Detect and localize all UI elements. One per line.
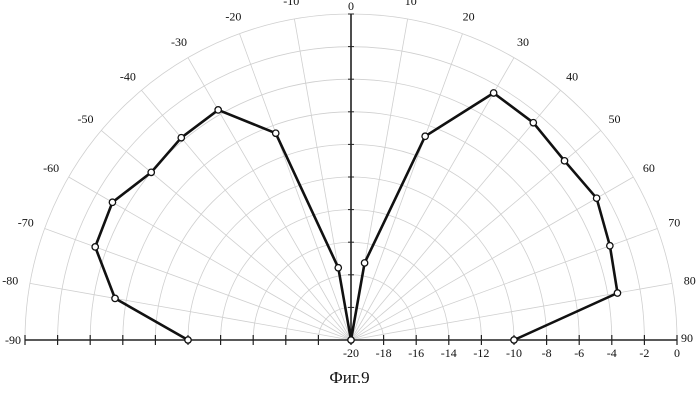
angle-tick-label: 50: [609, 112, 621, 126]
angle-tick-label: -10: [283, 0, 299, 8]
angle-tick-label: -70: [18, 215, 34, 229]
data-point: [148, 169, 154, 175]
angle-tick-label: 20: [463, 10, 475, 24]
radial-tick-label: 0: [674, 346, 680, 360]
radial-tick-label: -2: [639, 346, 649, 360]
angle-tick-label: -20: [225, 10, 241, 24]
grid-spoke: [188, 58, 351, 340]
data-point: [422, 133, 428, 139]
angle-tick-label: 80: [684, 273, 696, 287]
data-point: [178, 135, 184, 141]
radial-tick-label: -8: [542, 346, 552, 360]
angle-tick-label: 90: [681, 331, 693, 345]
angle-tick-label: -80: [2, 273, 18, 287]
data-point: [273, 130, 279, 136]
radial-tick-label: -20: [343, 346, 359, 360]
data-point: [109, 199, 115, 205]
radial-tick-label: -10: [506, 346, 522, 360]
data-point: [215, 107, 221, 113]
grid-spoke: [30, 283, 351, 340]
data-point: [607, 243, 613, 249]
data-point: [185, 337, 191, 343]
radial-tick-label: -12: [473, 346, 489, 360]
angle-tick-label: 30: [517, 35, 529, 49]
angle-tick-label: -30: [171, 35, 187, 49]
figure-caption: Фиг.9: [0, 368, 699, 388]
angle-tick-label: -50: [77, 112, 93, 126]
data-point: [335, 265, 341, 271]
data-point: [92, 244, 98, 250]
grid-spoke: [351, 283, 672, 340]
angle-tick-label: -40: [120, 69, 136, 83]
grid-spoke: [101, 130, 351, 340]
angle-tick-label: 10: [405, 0, 417, 8]
angle-tick-label: -90: [5, 333, 21, 347]
angle-tick-label: 70: [668, 215, 680, 229]
data-point: [112, 295, 118, 301]
data-point: [530, 120, 536, 126]
angle-tick-label: 60: [643, 161, 655, 175]
data-point: [490, 90, 496, 96]
angle-tick-label: 40: [566, 69, 578, 83]
angle-tick-label: 0: [348, 0, 354, 13]
radial-tick-label: -4: [607, 346, 617, 360]
series-line: [95, 93, 617, 340]
data-point: [561, 158, 567, 164]
angle-tick-label: -60: [43, 161, 59, 175]
data-point: [593, 195, 599, 201]
data-point: [511, 337, 517, 343]
grid-spoke: [351, 58, 514, 340]
grid-spoke: [141, 90, 351, 340]
radial-tick-label: -16: [408, 346, 424, 360]
grid-spoke: [351, 90, 561, 340]
radial-tick-label: -6: [574, 346, 584, 360]
data-point: [348, 337, 354, 343]
radial-tick-label: -14: [441, 346, 457, 360]
data-point: [614, 290, 620, 296]
data-point: [361, 260, 367, 266]
data-series: [92, 90, 621, 343]
radial-tick-label: -18: [376, 346, 392, 360]
